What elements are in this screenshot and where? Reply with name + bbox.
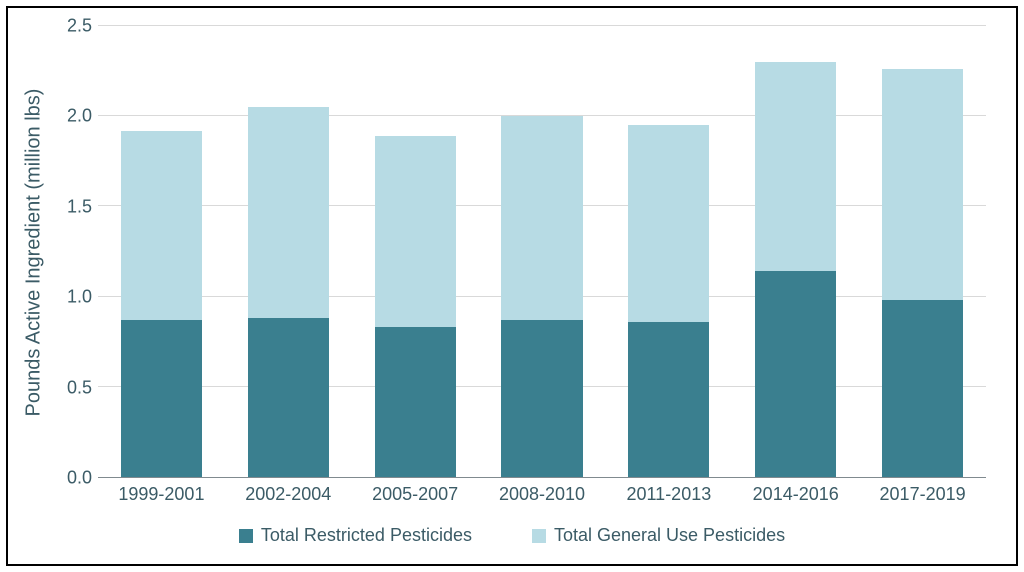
legend-swatch-restricted <box>239 529 253 543</box>
bar-stack <box>248 107 329 477</box>
x-tick-label: 2014-2016 <box>732 484 859 505</box>
bar-slot <box>352 26 479 477</box>
bar-segment-restricted <box>755 271 836 477</box>
x-axis-ticks: 1999-20012002-20042005-20072008-20102011… <box>8 478 1016 505</box>
bar-segment-restricted <box>248 318 329 477</box>
bar-slot <box>479 26 606 477</box>
bar-segment-general <box>501 116 582 320</box>
bar-segment-restricted <box>375 327 456 477</box>
bar-segment-general <box>375 136 456 327</box>
chart-frame: Pounds Active Ingredient (million lbs) 0… <box>6 6 1018 566</box>
bars-container <box>98 26 986 477</box>
bar-stack <box>755 62 836 477</box>
y-tick-label: 0.0 <box>67 468 92 489</box>
bar-stack <box>628 125 709 477</box>
x-tick-label: 2008-2010 <box>479 484 606 505</box>
bar-segment-restricted <box>501 320 582 477</box>
legend-swatch-general <box>532 529 546 543</box>
legend-item-general: Total General Use Pesticides <box>532 525 785 546</box>
bar-segment-general <box>882 69 963 300</box>
bar-stack <box>121 131 202 477</box>
bar-slot <box>225 26 352 477</box>
x-tick-label: 2011-2013 <box>605 484 732 505</box>
x-tick-label: 2017-2019 <box>859 484 986 505</box>
bar-stack <box>882 69 963 477</box>
bar-slot <box>732 26 859 477</box>
x-tick-label: 2005-2007 <box>352 484 479 505</box>
bar-segment-restricted <box>121 320 202 477</box>
y-tick-label: 1.5 <box>67 196 92 217</box>
plot-area <box>98 26 986 478</box>
bar-segment-general <box>121 131 202 320</box>
y-tick-label: 2.0 <box>67 106 92 127</box>
bar-stack <box>501 116 582 477</box>
legend-label-general: Total General Use Pesticides <box>554 525 785 546</box>
y-tick-label: 2.5 <box>67 16 92 37</box>
bar-slot <box>605 26 732 477</box>
x-tick-label: 1999-2001 <box>98 484 225 505</box>
y-axis-ticks: 0.00.51.01.52.02.5 <box>54 26 98 478</box>
bar-slot <box>98 26 225 477</box>
plot-row: Pounds Active Ingredient (million lbs) 0… <box>8 8 1016 478</box>
bar-stack <box>375 136 456 477</box>
y-tick-label: 1.0 <box>67 287 92 308</box>
bar-slot <box>859 26 986 477</box>
bar-segment-general <box>248 107 329 318</box>
legend-label-restricted: Total Restricted Pesticides <box>261 525 472 546</box>
y-tick-label: 0.5 <box>67 377 92 398</box>
y-axis-title-container: Pounds Active Ingredient (million lbs) <box>14 26 54 478</box>
legend: Total Restricted Pesticides Total Genera… <box>8 505 1016 564</box>
bar-segment-general <box>755 62 836 271</box>
y-axis-title: Pounds Active Ingredient (million lbs) <box>23 88 46 416</box>
bar-segment-restricted <box>882 300 963 477</box>
x-tick-label: 2002-2004 <box>225 484 352 505</box>
legend-item-restricted: Total Restricted Pesticides <box>239 525 472 546</box>
bar-segment-restricted <box>628 322 709 477</box>
bar-segment-general <box>628 125 709 322</box>
